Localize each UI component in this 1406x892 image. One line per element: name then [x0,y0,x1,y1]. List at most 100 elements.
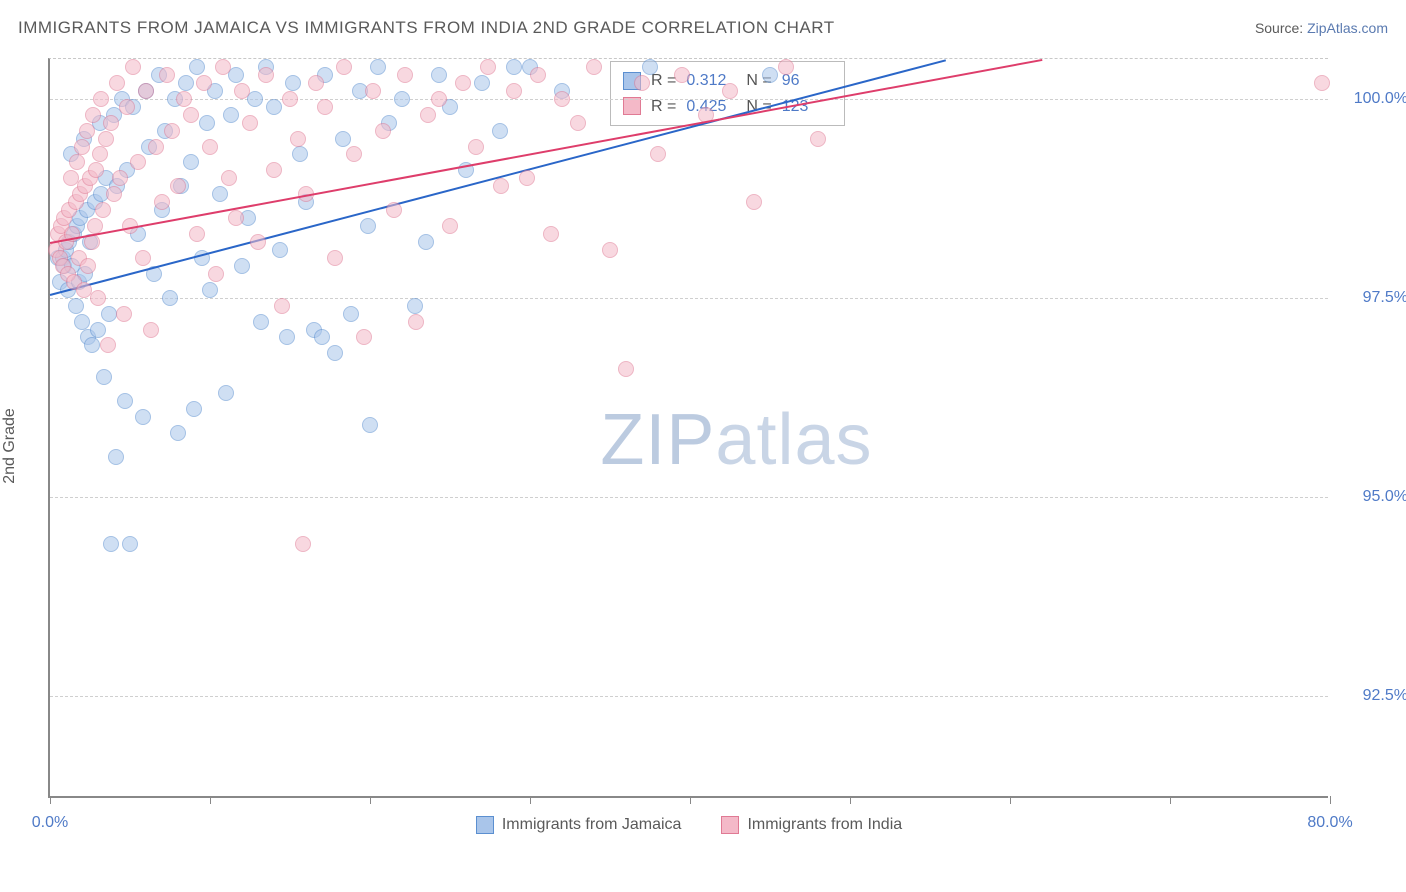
scatter-point [96,369,112,385]
scatter-point [138,83,154,99]
scatter-point [170,178,186,194]
scatter-point [317,99,333,115]
scatter-point [135,250,151,266]
scatter-point [650,146,666,162]
x-tick-label: 0.0% [32,814,68,832]
legend-item: Immigrants from India [721,816,902,834]
scatter-point [274,298,290,314]
scatter-point [116,306,132,322]
scatter-point [130,154,146,170]
scatter-point [272,242,288,258]
scatter-point [356,329,372,345]
scatter-point [74,139,90,155]
scatter-point [106,186,122,202]
scatter-point [408,314,424,330]
scatter-point [122,536,138,552]
scatter-point [266,99,282,115]
scatter-point [199,115,215,131]
x-tick [1170,796,1171,804]
scatter-point [125,59,141,75]
gridline [50,497,1328,498]
scatter-point [343,306,359,322]
y-tick-label: 92.5% [1338,687,1406,705]
scatter-point [285,75,301,91]
scatter-point [164,123,180,139]
scatter-point [455,75,471,91]
scatter-point [722,83,738,99]
scatter-point [92,146,108,162]
scatter-point [242,115,258,131]
scatter-point [554,91,570,107]
scatter-point [570,115,586,131]
scatter-point [295,536,311,552]
gridline [50,298,1328,299]
scatter-point [258,67,274,83]
source-link[interactable]: ZipAtlas.com [1307,20,1388,36]
x-tick [1010,796,1011,804]
watermark-bold: ZIP [600,400,715,480]
scatter-point [234,258,250,274]
scatter-point [186,401,202,417]
scatter-point [196,75,212,91]
scatter-point [493,178,509,194]
scatter-point [327,250,343,266]
scatter-point [90,290,106,306]
scatter-point [634,75,650,91]
x-tick-label: 80.0% [1307,814,1352,832]
scatter-point [362,417,378,433]
y-axis-label: 2nd Grade [1,408,19,484]
scatter-point [189,226,205,242]
scatter-point [148,139,164,155]
series-legend: Immigrants from JamaicaImmigrants from I… [50,816,1328,834]
scatter-point [250,234,266,250]
scatter-point [365,83,381,99]
scatter-point [266,162,282,178]
x-tick [690,796,691,804]
scatter-point [418,234,434,250]
x-tick [1330,796,1331,804]
scatter-point [69,154,85,170]
scatter-point [370,59,386,75]
scatter-point [375,123,391,139]
scatter-point [212,186,228,202]
scatter-point [778,59,794,75]
scatter-point [346,146,362,162]
scatter-point [208,266,224,282]
scatter-point [431,67,447,83]
scatter-point [93,91,109,107]
scatter-point [642,59,658,75]
scatter-point [253,314,269,330]
gridline [50,99,1328,100]
scatter-point [602,242,618,258]
scatter-point [674,67,690,83]
scatter-point [103,536,119,552]
scatter-point [234,83,250,99]
x-tick [370,796,371,804]
scatter-point [117,393,133,409]
scatter-point [474,75,490,91]
scatter-point [98,131,114,147]
y-tick-label: 97.5% [1338,289,1406,307]
scatter-point [154,194,170,210]
scatter-point [618,361,634,377]
scatter-point [223,107,239,123]
scatter-point [492,123,508,139]
scatter-point [202,139,218,155]
y-tick-label: 95.0% [1338,488,1406,506]
scatter-point [228,210,244,226]
scatter-point [336,59,352,75]
scatter-point [80,258,96,274]
scatter-point [279,329,295,345]
scatter-point [810,131,826,147]
scatter-point [215,59,231,75]
scatter-point [480,59,496,75]
scatter-point [386,202,402,218]
watermark-light: atlas [715,400,872,480]
scatter-point [109,75,125,91]
scatter-plot-area: ZIPatlas R =0.312N =96R =0.425N =123 Imm… [48,58,1328,798]
scatter-point [420,107,436,123]
source-prefix: Source: [1255,20,1307,36]
scatter-point [314,329,330,345]
scatter-point [407,298,423,314]
y-tick-label: 100.0% [1338,90,1406,108]
